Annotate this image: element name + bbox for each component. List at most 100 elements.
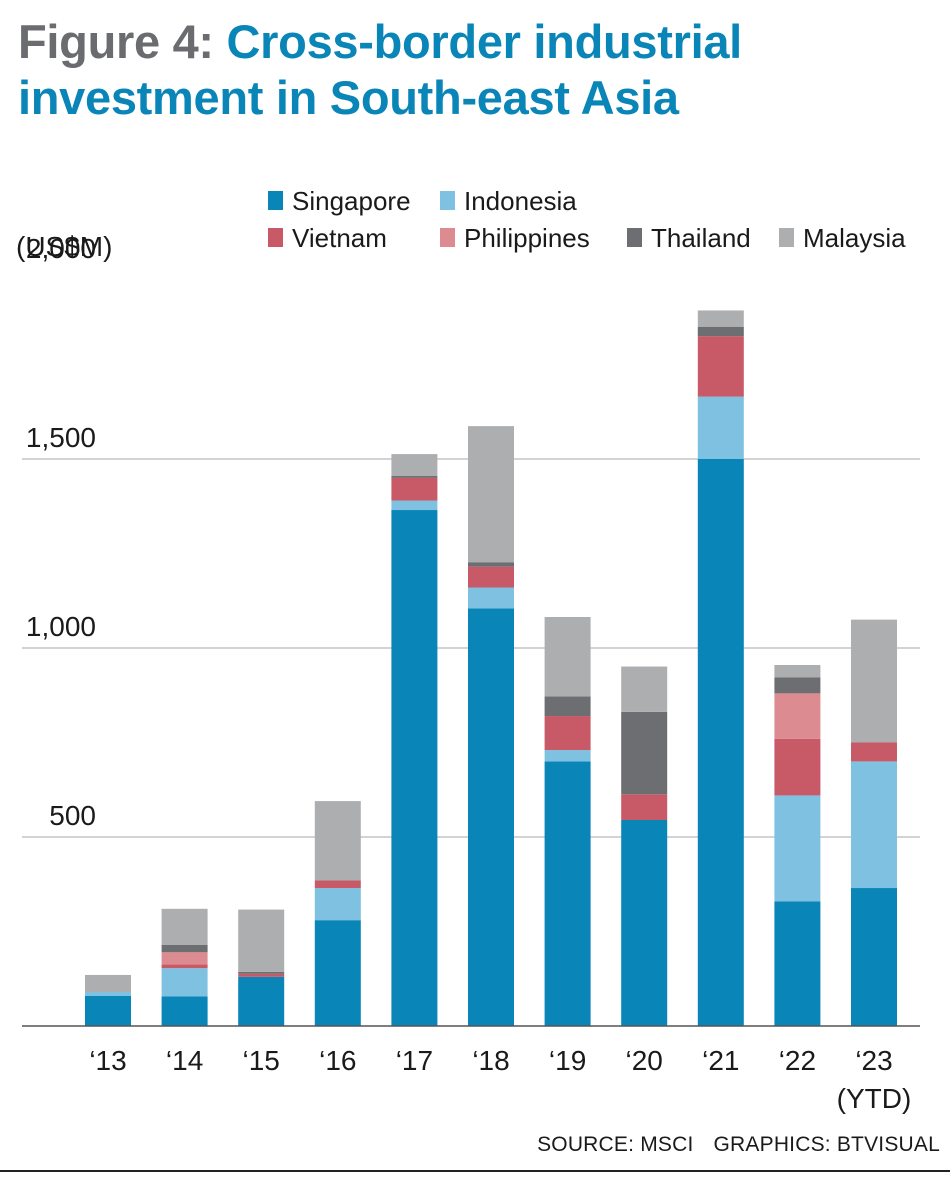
legend-item-vietnam: Vietnam (268, 223, 387, 253)
legend-item-philippines: Philippines (440, 223, 590, 253)
x-tick-label-10: ‘22 (779, 1045, 816, 1076)
bar-indonesia-11 (851, 761, 897, 889)
legend-swatch-malaysia (779, 228, 794, 247)
bar-malaysia-5 (391, 454, 438, 477)
credits: SOURCE: MSCI GRAPHICS: BTVISUAL (537, 1133, 940, 1157)
bar-vietnam-5 (391, 477, 438, 501)
legend-label-thailand: Thailand (651, 223, 751, 253)
bar-group-5 (391, 454, 438, 1026)
bar-malaysia-9 (697, 310, 744, 327)
bar-indonesia-2 (161, 968, 208, 997)
x-tick-label-2: ‘14 (166, 1045, 203, 1076)
legend-label-vietnam: Vietnam (292, 223, 387, 253)
bar-thailand-5 (391, 476, 438, 478)
x-axis-ticks: ‘13 ‘14 ‘15 ‘16 ‘17 ‘18 ‘19 ‘20 ‘21 ‘22 ‘23 (YTD) (89, 1045, 911, 1114)
bar-group-3 (238, 909, 285, 1026)
bar-malaysia-3 (238, 909, 285, 972)
x-tick-label-4: ‘16 (319, 1045, 356, 1076)
legend-swatch-singapore (268, 191, 283, 210)
bar-group-9 (697, 310, 744, 1026)
source-credit: SOURCE: MSCI (537, 1133, 694, 1156)
bar-group-2 (161, 908, 208, 1026)
bar-malaysia-4 (314, 801, 361, 881)
bar-thailand-6 (468, 562, 514, 567)
bar-group-4 (314, 801, 361, 1026)
legend-label-singapore: Singapore (292, 186, 411, 216)
legend: Singapore Indonesia Vietnam Philippines Thai… (268, 186, 906, 253)
bar-singapore-5 (391, 510, 438, 1026)
y-tick-label-500: 500 (49, 800, 96, 831)
bar-singapore-6 (468, 608, 514, 1026)
bar-singapore-1 (85, 995, 131, 1026)
bar-philippines-10 (774, 693, 821, 739)
bar-vietnam-3 (238, 973, 285, 977)
bar-group-11 (851, 619, 897, 1026)
bar-malaysia-1 (85, 974, 131, 992)
bar-indonesia-7 (544, 750, 591, 762)
bar-indonesia-10 (774, 795, 821, 902)
x-tick-label-1: ‘13 (89, 1045, 126, 1076)
bar-malaysia-11 (851, 619, 897, 743)
bar-thailand-9 (697, 326, 744, 337)
bar-thailand-2 (161, 944, 208, 953)
bar-vietnam-9 (697, 336, 744, 397)
bar-malaysia-6 (468, 426, 514, 563)
bar-vietnam-11 (851, 742, 897, 762)
legend-swatch-thailand (627, 228, 642, 247)
y-tick-label-2000: 2,000 (26, 233, 96, 264)
bar-singapore-7 (544, 761, 591, 1026)
stacked-bar-chart: Singapore Indonesia Vietnam Philippines Thai… (16, 186, 920, 1114)
bar-indonesia-9 (697, 396, 744, 459)
legend-label-malaysia: Malaysia (803, 223, 906, 253)
legend-item-singapore: Singapore (268, 186, 411, 216)
chart-title: Figure 4: Cross-border industrial invest… (18, 14, 938, 126)
bar-malaysia-2 (161, 908, 208, 945)
y-axis-label: (US$M) (16, 231, 112, 262)
bar-thailand-7 (544, 696, 591, 717)
bar-singapore-10 (774, 901, 821, 1026)
bar-thailand-10 (774, 677, 821, 694)
legend-swatch-philippines (440, 228, 455, 247)
y-tick-label-1000: 1,000 (26, 611, 96, 642)
y-axis-ticks: 500 1,000 1,500 2,000 (26, 233, 96, 831)
bar-vietnam-7 (544, 716, 591, 751)
bar-indonesia-5 (391, 500, 438, 511)
bar-thailand-8 (621, 711, 668, 795)
x-tick-label-9: ‘21 (702, 1045, 739, 1076)
bar-singapore-8 (621, 819, 668, 1026)
bar-group-1 (85, 974, 131, 1026)
bar-group-10 (774, 665, 821, 1026)
bar-malaysia-8 (621, 666, 668, 712)
bar-malaysia-7 (544, 617, 591, 697)
bar-indonesia-1 (85, 991, 131, 996)
legend-label-indonesia: Indonesia (464, 186, 577, 216)
figure-label: Figure 4: (18, 15, 214, 68)
bar-vietnam-10 (774, 738, 821, 796)
bar-singapore-9 (697, 459, 744, 1026)
bar-vietnam-2 (161, 964, 208, 969)
bar-thailand-3 (238, 971, 285, 974)
x-tick-label-11: ‘23 (855, 1045, 892, 1076)
bar-vietnam-6 (468, 566, 514, 588)
graphics-credit: GRAPHICS: BTVISUAL (713, 1133, 940, 1156)
bar-group-7 (544, 617, 591, 1026)
x-tick-label-11-line2: (YTD) (837, 1083, 912, 1114)
bar-group-8 (621, 666, 668, 1026)
bar-singapore-4 (314, 920, 361, 1026)
bars (85, 310, 897, 1026)
legend-swatch-indonesia (440, 191, 455, 210)
bar-malaysia-10 (774, 665, 821, 678)
bar-singapore-11 (851, 888, 897, 1026)
bar-indonesia-6 (468, 587, 514, 609)
x-tick-label-5: ‘17 (396, 1045, 433, 1076)
legend-item-thailand: Thailand (627, 223, 751, 253)
bar-singapore-2 (161, 996, 208, 1026)
x-tick-label-8: ‘20 (626, 1045, 663, 1076)
bar-indonesia-4 (314, 888, 361, 921)
bottom-rule (0, 1170, 950, 1172)
bar-vietnam-4 (314, 880, 361, 889)
y-tick-label-1500: 1,500 (26, 422, 96, 453)
bar-philippines-2 (161, 952, 208, 965)
bar-group-6 (468, 426, 514, 1026)
legend-item-malaysia: Malaysia (779, 223, 906, 253)
